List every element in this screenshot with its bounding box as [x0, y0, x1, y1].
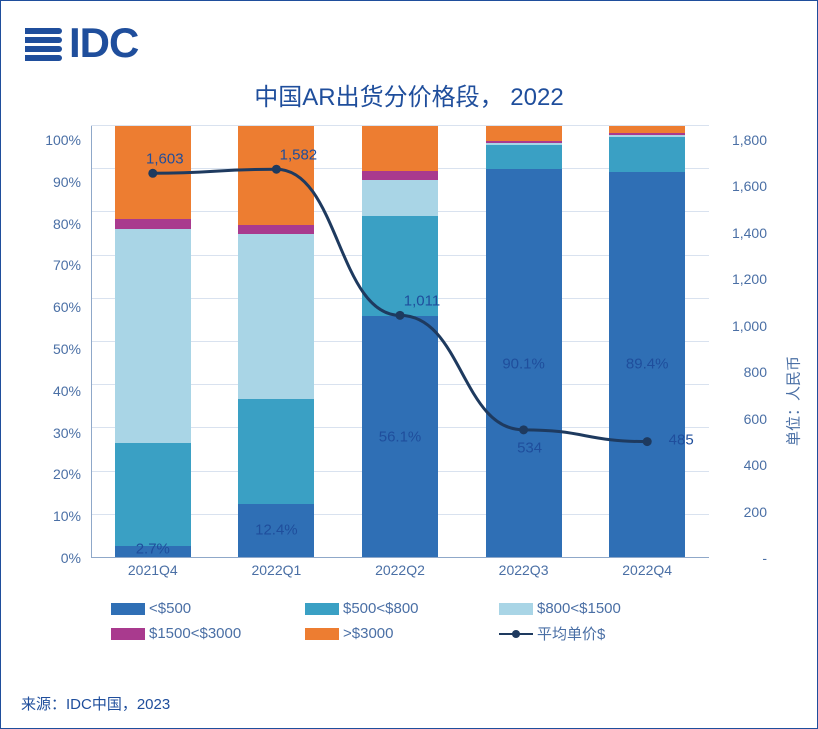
x-tick: 2022Q1	[215, 562, 339, 586]
y-left-tick: 60%	[29, 300, 87, 314]
line-value-label: 534	[517, 439, 542, 456]
bar-value-label: 12.4%	[255, 521, 298, 538]
stacked-bar	[362, 126, 438, 558]
stacked-bar	[115, 126, 191, 558]
legend-item: 平均单价$	[499, 623, 679, 644]
bars	[91, 126, 709, 558]
legend-swatch	[111, 603, 145, 615]
x-tick: 2021Q4	[91, 562, 215, 586]
x-tick: 2022Q4	[585, 562, 709, 586]
x-axis-line	[91, 557, 709, 558]
legend-item: $500<$800	[305, 600, 485, 617]
y-left-tick: 70%	[29, 258, 87, 272]
idc-logo-text: IDC	[69, 19, 138, 67]
bar-value-label: 56.1%	[379, 429, 422, 446]
legend-label: $800<$1500	[537, 600, 621, 617]
plot-area: 2.7% 12.4% 56.1% 90.1% 89.4% 1,603 1,582 1,011 5…	[91, 126, 709, 558]
y-right-tick: 1,600	[711, 179, 767, 193]
legend-label: 平均单价$	[537, 623, 605, 644]
chart-card: IDC 中国AR出货分价格段， 2022 100% 90% 80% 70% 60% 50%…	[0, 0, 818, 729]
idc-logo-mark	[21, 22, 63, 64]
y-left-tick: 40%	[29, 384, 87, 398]
legend-item: $800<$1500	[499, 600, 679, 617]
line-value-label: 1,603	[146, 151, 184, 168]
legend: <$500 $500<$800 $800<$1500 $1500<$3000 >$300…	[111, 600, 751, 644]
chart-area: 100% 90% 80% 70% 60% 50% 40% 30% 20% 10% 0% 1,800 1…	[29, 126, 789, 586]
y-left-tick: 10%	[29, 509, 87, 523]
y-right-tick: 1,200	[711, 272, 767, 286]
legend-line-swatch	[499, 628, 533, 640]
bar-segment	[238, 234, 314, 398]
bar-segment	[115, 443, 191, 547]
line-value-label: 485	[669, 431, 694, 448]
legend-swatch	[305, 628, 339, 640]
bar-segment	[115, 126, 191, 219]
y2-axis-title: 单位：人民币	[783, 356, 804, 446]
bar-segment	[238, 225, 314, 234]
legend-swatch	[499, 603, 533, 615]
y-left-tick: 0%	[29, 551, 87, 565]
bar-segment	[115, 219, 191, 229]
legend-swatch	[305, 603, 339, 615]
y-right-tick: 1,800	[711, 133, 767, 147]
stacked-bar	[238, 126, 314, 558]
bar-segment	[238, 399, 314, 505]
y-left-tick: 100%	[29, 133, 87, 147]
x-tick: 2022Q2	[338, 562, 462, 586]
y-left-tick: 20%	[29, 467, 87, 481]
y-left-tick: 80%	[29, 217, 87, 231]
x-axis: 2021Q42022Q12022Q22022Q32022Q4	[91, 562, 709, 586]
bar-segment	[609, 137, 685, 172]
y-left-tick: 90%	[29, 175, 87, 189]
y-right-tick: 200	[711, 505, 767, 519]
legend-item: >$3000	[305, 623, 485, 644]
legend-swatch	[111, 628, 145, 640]
bar-segment	[362, 171, 438, 179]
line-value-label: 1,582	[280, 147, 318, 164]
legend-item: $1500<$3000	[111, 623, 291, 644]
bar-segment	[486, 145, 562, 169]
y-axis-right: 1,8001,6001,4001,2001,000800600400200-	[711, 126, 767, 558]
stacked-bar	[486, 126, 562, 558]
y-right-tick: 400	[711, 458, 767, 472]
bar-value-label: 90.1%	[502, 355, 545, 372]
legend-label: >$3000	[343, 625, 393, 642]
bar-value-label: 89.4%	[626, 355, 669, 372]
y-right-tick: 1,000	[711, 319, 767, 333]
source-text: 来源：IDC中国，2023	[21, 693, 170, 714]
legend-label: $1500<$3000	[149, 625, 241, 642]
bar-segment	[486, 126, 562, 141]
y-right-tick: 800	[711, 365, 767, 379]
y-left-tick: 50%	[29, 342, 87, 356]
bar-value-label: 2.7%	[136, 541, 170, 558]
bar-segment	[362, 180, 438, 217]
x-tick: 2022Q3	[462, 562, 586, 586]
y-right-tick: 600	[711, 412, 767, 426]
line-value-label: 1,011	[404, 293, 440, 310]
bar-segment	[238, 126, 314, 225]
y-left-tick: 30%	[29, 426, 87, 440]
y-axis-left: 100%90%80%70%60%50%40%30%20%10%0%	[29, 126, 87, 558]
legend-item: <$500	[111, 600, 291, 617]
y-right-tick: 1,400	[711, 226, 767, 240]
chart-title: 中国AR出货分价格段， 2022	[21, 77, 797, 112]
stacked-bar	[609, 126, 685, 558]
idc-logo: IDC	[21, 19, 797, 67]
y-right-tick: -	[711, 551, 767, 565]
legend-label: $500<$800	[343, 600, 419, 617]
legend-label: <$500	[149, 600, 191, 617]
bar-segment	[115, 229, 191, 443]
bar-segment	[362, 126, 438, 171]
